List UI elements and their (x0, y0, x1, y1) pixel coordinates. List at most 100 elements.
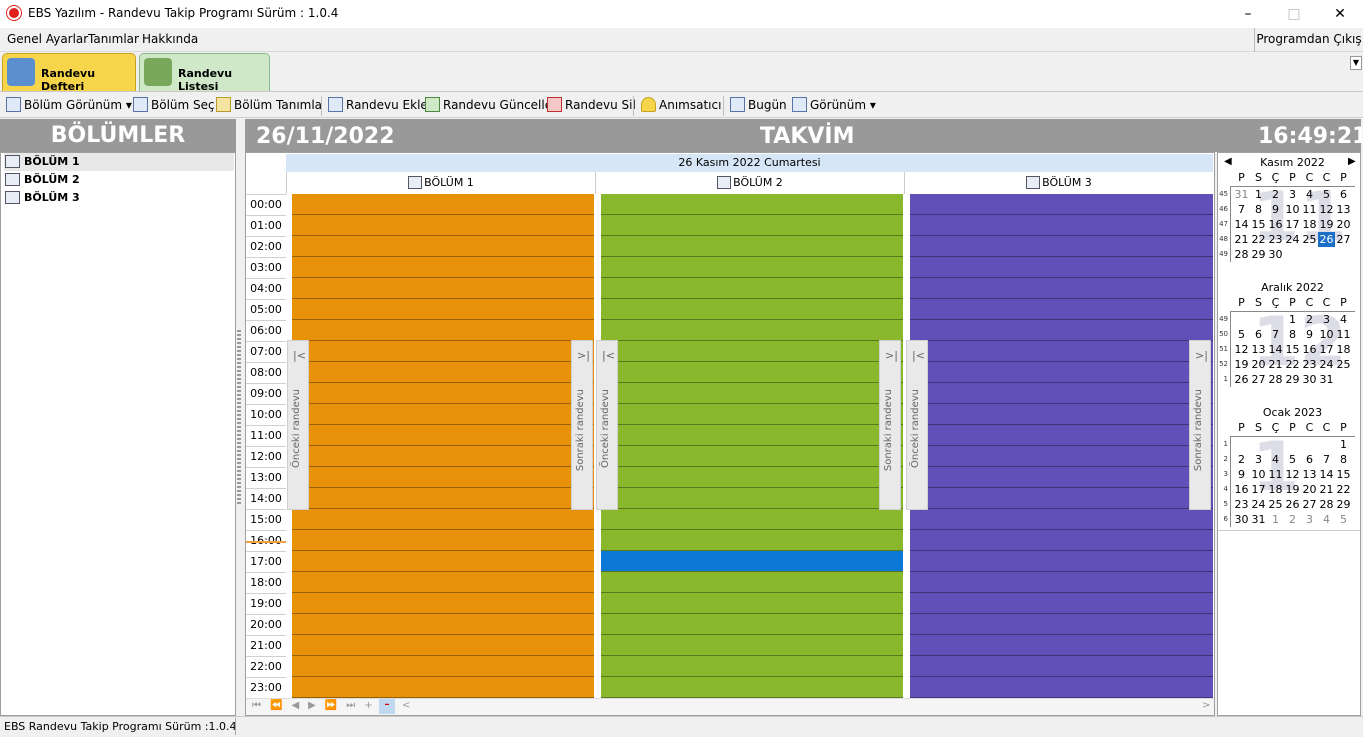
column-header-section-3[interactable]: BÖLÜM 3 (904, 172, 1213, 194)
day-cell[interactable]: 19 (1234, 358, 1249, 371)
day-cell[interactable]: 16 (1268, 218, 1283, 231)
day-cell[interactable]: 7 (1272, 328, 1279, 341)
day-cell[interactable]: 27 (1302, 498, 1317, 511)
day-cell[interactable]: 20 (1302, 483, 1317, 496)
day-cell[interactable]: 5 (1289, 453, 1296, 466)
day-cell[interactable]: 21 (1319, 483, 1334, 496)
next-month-icon[interactable]: ▶ (1348, 156, 1356, 167)
day-cell[interactable]: 17 (1251, 483, 1266, 496)
prev-month-icon[interactable]: ◀ (1224, 156, 1232, 167)
menu-definitions[interactable]: Tanımlar (88, 32, 139, 46)
day-cell[interactable]: 3 (1306, 513, 1313, 526)
next-appointment-button[interactable]: >| Sonraki randevu (1189, 340, 1211, 510)
day-cell[interactable]: 27 (1251, 373, 1266, 386)
reminder-button[interactable]: Anımsatıcı (641, 97, 721, 115)
close-button[interactable]: ✕ (1334, 6, 1346, 22)
maximize-button[interactable]: □ (1287, 6, 1301, 22)
prev-appointment-button[interactable]: |< Önceki randevu (906, 340, 928, 510)
tree-item-section-2[interactable]: BÖLÜM 2 (4, 171, 80, 189)
day-cell[interactable]: 19 (1285, 483, 1300, 496)
day-cell[interactable]: 28 (1319, 498, 1334, 511)
day-cell[interactable]: 20 (1336, 218, 1351, 231)
day-cell[interactable]: 12 (1234, 343, 1249, 356)
day-cell[interactable]: 4 (1306, 188, 1313, 201)
day-cell[interactable]: 2 (1306, 313, 1313, 326)
day-cell[interactable]: 17 (1319, 343, 1334, 356)
day-cell[interactable]: 28 (1234, 248, 1249, 261)
day-cell[interactable]: 3 (1289, 188, 1296, 201)
day-cell[interactable]: 10 (1251, 468, 1266, 481)
day-cell[interactable]: 8 (1289, 328, 1296, 341)
day-cell[interactable]: 22 (1285, 358, 1300, 371)
menu-general-settings[interactable]: Genel Ayarlar (7, 32, 89, 46)
day-cell[interactable]: 29 (1251, 248, 1266, 261)
day-cell[interactable]: 11 (1336, 328, 1351, 341)
prev-appointment-button[interactable]: |< Önceki randevu (287, 340, 309, 510)
selected-time-slot[interactable] (601, 551, 903, 571)
day-cell[interactable]: 6 (1340, 188, 1347, 201)
day-cell[interactable]: 6 (1306, 453, 1313, 466)
menu-about[interactable]: Hakkında (142, 32, 199, 46)
day-cell[interactable]: 14 (1319, 468, 1334, 481)
day-cell[interactable]: 1 (1255, 188, 1262, 201)
day-cell[interactable]: 15 (1251, 218, 1266, 231)
day-cell[interactable]: 26 (1285, 498, 1300, 511)
day-cell[interactable]: 10 (1319, 328, 1334, 341)
day-cell[interactable]: 23 (1234, 498, 1249, 511)
minimize-button[interactable]: – (1244, 6, 1252, 22)
resource-column-section-2[interactable] (601, 194, 903, 698)
splitter-handle[interactable] (237, 330, 241, 505)
section-select-button[interactable]: Bölüm Seç (133, 97, 215, 115)
navigator-buttons[interactable]: ⏮⏪◀▶⏩⏭+ (252, 700, 382, 711)
day-cell[interactable]: 6 (1255, 328, 1262, 341)
tab-randevu-defteri[interactable]: Randevu Defteri (2, 53, 136, 93)
day-cell[interactable]: 16 (1234, 483, 1249, 496)
day-cell[interactable]: 9 (1306, 328, 1313, 341)
day-cell[interactable]: 5 (1340, 513, 1347, 526)
delete-appointment-button[interactable]: Randevu Sil (547, 97, 636, 115)
day-cell[interactable]: 14 (1268, 343, 1283, 356)
day-cell[interactable]: 28 (1268, 373, 1283, 386)
day-cell[interactable]: 31 (1319, 373, 1334, 386)
day-cell[interactable]: 8 (1340, 453, 1347, 466)
update-appointment-button[interactable]: Randevu Güncelle (425, 97, 552, 115)
day-cell[interactable]: 23 (1302, 358, 1317, 371)
day-cell[interactable]: 18 (1302, 218, 1317, 231)
section-view-button[interactable]: Bölüm Görünüm ▾ (6, 97, 132, 115)
add-appointment-button[interactable]: Randevu Ekle (328, 97, 428, 115)
day-cell[interactable]: 27 (1336, 233, 1351, 246)
day-cell[interactable]: 21 (1268, 358, 1283, 371)
day-cell[interactable]: 31 (1234, 188, 1249, 201)
day-cell[interactable]: 8 (1255, 203, 1262, 216)
day-cell[interactable]: 12 (1285, 468, 1300, 481)
day-cell[interactable]: 3 (1255, 453, 1262, 466)
day-cell[interactable]: 30 (1302, 373, 1317, 386)
day-cell[interactable]: 18 (1336, 343, 1351, 356)
day-cell[interactable]: 1 (1289, 313, 1296, 326)
day-cell[interactable]: 18 (1268, 483, 1283, 496)
day-cell[interactable]: 30 (1234, 513, 1249, 526)
day-cell[interactable]: 25 (1268, 498, 1283, 511)
column-header-section-1[interactable]: BÖLÜM 1 (286, 172, 595, 194)
tab-dropdown-icon[interactable]: ▼ (1350, 56, 1362, 70)
day-cell[interactable]: 1 (1272, 513, 1279, 526)
day-cell[interactable]: 3 (1323, 313, 1330, 326)
day-cell[interactable]: 9 (1272, 203, 1279, 216)
day-cell[interactable]: 1 (1340, 438, 1347, 451)
day-cell[interactable]: 24 (1285, 233, 1300, 246)
tree-item-section-1[interactable]: BÖLÜM 1 (4, 153, 234, 171)
day-cell[interactable]: 23 (1268, 233, 1283, 246)
scroll-right-icon[interactable]: > (1202, 700, 1211, 711)
day-cell[interactable]: 14 (1234, 218, 1249, 231)
day-cell[interactable]: 22 (1336, 483, 1351, 496)
day-cell[interactable]: 21 (1234, 233, 1249, 246)
day-cell[interactable]: 22 (1251, 233, 1266, 246)
day-cell[interactable]: 25 (1302, 233, 1317, 246)
day-cell[interactable]: 4 (1340, 313, 1347, 326)
day-cell[interactable]: 15 (1336, 468, 1351, 481)
day-cell[interactable]: 10 (1285, 203, 1300, 216)
day-cell[interactable]: 11 (1302, 203, 1317, 216)
day-cell[interactable]: 5 (1238, 328, 1245, 341)
day-cell[interactable]: 26 (1234, 373, 1249, 386)
day-cell[interactable]: 2 (1272, 188, 1279, 201)
